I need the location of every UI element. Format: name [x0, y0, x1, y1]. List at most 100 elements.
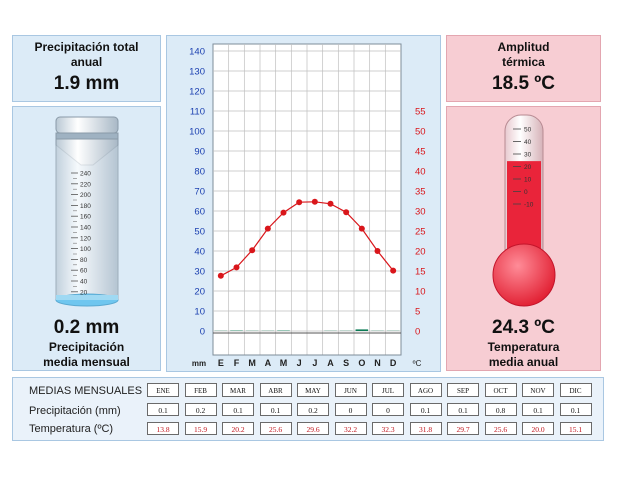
- measuring-cylinder: 240 220 200 180 160 140 120 100 80 60 40 20: [55, 116, 119, 307]
- precip-cell: 0.1: [447, 403, 479, 416]
- temperature-point: [343, 209, 350, 216]
- month-header-cell: NOV: [522, 383, 554, 397]
- thermometer-tick-label: 30: [524, 152, 532, 159]
- left-tick-label: 110: [190, 107, 205, 118]
- amplitude-title-1: Amplitud: [497, 40, 550, 54]
- month-header-cell: SEP: [447, 383, 479, 397]
- temp-cell: 20.0: [522, 422, 554, 435]
- month-tick-label: O: [358, 358, 365, 368]
- precip-cell: 0.2: [297, 403, 329, 416]
- temp-annual-value: 24.3 ºC: [492, 317, 555, 338]
- right-tick-label: 45: [415, 147, 426, 158]
- left-tick-label: 80: [194, 167, 205, 178]
- thermometer-ticks: 50 40 30 20 10 0 -10: [513, 127, 534, 209]
- temp-cell: 25.6: [484, 422, 517, 435]
- cylinder-tick-label: 240: [80, 171, 91, 178]
- precip-cell: 0: [372, 403, 404, 416]
- temp-row-label: Temperatura (ºC): [29, 423, 114, 435]
- right-tick-label: 55: [415, 107, 426, 118]
- left-tick-label: 40: [194, 247, 205, 258]
- month-header-cell: AGO: [409, 383, 442, 397]
- right-tick-label: 35: [415, 187, 426, 198]
- precip-month-label-1: Precipitación: [48, 340, 125, 354]
- left-tick-label: 30: [194, 267, 205, 278]
- month-header-cell: ABR: [259, 383, 292, 397]
- temperature-point: [280, 209, 287, 216]
- precip-cell: 0.1: [222, 403, 254, 416]
- left-tick-label: 120: [189, 87, 205, 98]
- month-tick-label: M: [280, 358, 288, 368]
- climograph-chart: 0 10 20 30 40 50 60 70 80 90 100 110 120 130 140 0 5 10 1…: [189, 43, 426, 368]
- precip-cell: 0: [334, 403, 367, 416]
- temp-cell: 25.6: [259, 422, 292, 435]
- precip-row-label: Precipitación (mm): [29, 405, 121, 417]
- monthly-table: MEDIAS MENSUALES Precipitación (mm) Temp…: [12, 377, 604, 441]
- cylinder-tick-label: 120: [80, 235, 91, 242]
- temp-cell: 20.2: [222, 422, 254, 435]
- left-tick-label: 10: [194, 307, 205, 318]
- amplitude-title-2: térmica: [502, 55, 545, 69]
- month-header-cell: MAR: [222, 383, 254, 397]
- cylinder-tick-label: 220: [80, 181, 91, 188]
- temperature-point: [249, 247, 256, 254]
- temp-cell: 13.8: [147, 422, 179, 435]
- temperature-point: [390, 267, 397, 274]
- precip-cell: 0.2: [184, 403, 217, 416]
- precip-total-title-2: anual: [70, 55, 103, 69]
- precip-total-panel: Precipitación total anual 1.9 mm: [12, 35, 161, 102]
- precip-cell: 0.1: [259, 403, 292, 416]
- precip-month-value: 0.2 mm: [53, 317, 120, 338]
- month-tick-label: J: [297, 358, 302, 368]
- temperature-point: [358, 225, 365, 232]
- temp-annual-label-1: Temperatura: [487, 340, 560, 354]
- temp-cell: 29.6: [297, 422, 329, 435]
- precip-month-panel: 240 220 200 180 160 140 120 100 80 60 40 20 0.2 mm …: [12, 106, 161, 371]
- temperature-point: [327, 200, 334, 207]
- month-tick-label: A: [327, 358, 334, 368]
- temperature-point: [374, 248, 381, 254]
- cylinder-tick-label: 160: [80, 214, 91, 221]
- right-unit-label: ºC: [413, 359, 422, 368]
- right-tick-label: 0: [415, 327, 420, 338]
- month-header-cell: DIC: [559, 383, 592, 397]
- right-tick-label: 5: [415, 307, 420, 318]
- cylinder-tick-label: 20: [80, 289, 88, 296]
- thermometer: 50 40 30 20 10 0 -10: [492, 114, 556, 307]
- temp-cell: 15.1: [559, 422, 592, 435]
- left-tick-label: 90: [194, 147, 205, 158]
- month-tick-label: S: [343, 358, 349, 368]
- left-tick-label: 70: [194, 187, 205, 198]
- right-tick-label: 15: [415, 267, 426, 278]
- month-tick-label: N: [374, 358, 381, 368]
- month-header-cell: JUL: [372, 383, 404, 397]
- thermometer-tick-label: 10: [524, 177, 532, 184]
- amplitude-value: 18.5 ºC: [492, 73, 555, 94]
- month-header-cell: OCT: [484, 383, 517, 397]
- month-header-cell: FEB: [184, 383, 217, 397]
- temp-annual-label-2: media anual: [488, 355, 559, 369]
- temperature-point: [311, 198, 318, 205]
- thermometer-tick-label: 50: [524, 127, 532, 134]
- precip-bar: [355, 329, 369, 331]
- precip-cell: 0.1: [559, 403, 592, 416]
- temp-cell: 29.7: [447, 422, 479, 435]
- temperature-point: [233, 264, 240, 271]
- month-tick-label: F: [234, 358, 240, 368]
- thermometer-tick-label: 20: [524, 164, 532, 171]
- temperature-line: [220, 201, 394, 277]
- left-tick-label: 20: [194, 287, 205, 298]
- left-tick-label: 0: [200, 327, 205, 338]
- right-tick-label: 50: [415, 127, 426, 138]
- right-tick-label: 10: [415, 287, 426, 298]
- temperature-point: [217, 272, 224, 279]
- x-axis-label: mm: [192, 359, 206, 368]
- right-tick-label: 30: [415, 207, 426, 218]
- left-tick-label: 50: [194, 227, 205, 238]
- temp-cell: 31.8: [409, 422, 442, 435]
- left-tick-label: 60: [194, 207, 205, 218]
- table-header-label: MEDIAS MENSUALES: [29, 385, 143, 397]
- cylinder-tick-label: 60: [80, 268, 88, 275]
- right-tick-label: 20: [415, 247, 426, 258]
- amplitude-panel: Amplitud térmica 18.5 ºC: [446, 35, 601, 102]
- month-header-cell: ENE: [147, 383, 179, 397]
